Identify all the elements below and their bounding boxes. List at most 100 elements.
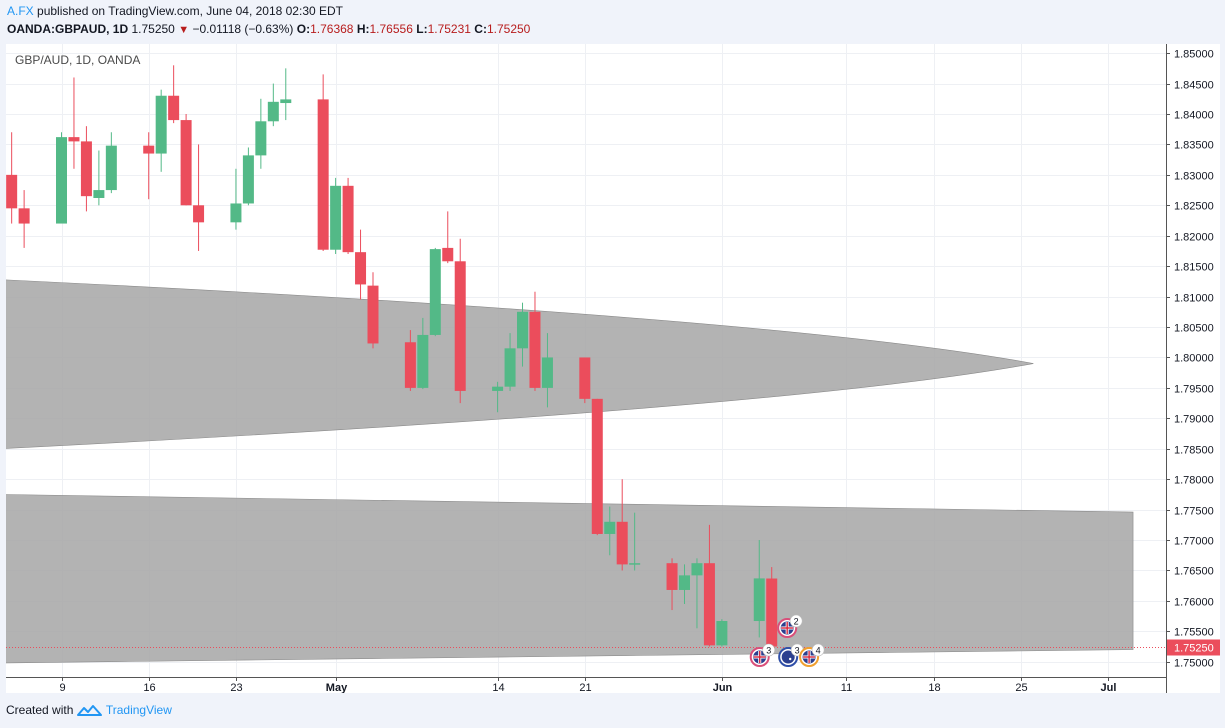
- event-count-badge: [789, 614, 803, 628]
- time-tick-label: 14: [492, 682, 504, 693]
- event-count: 2: [794, 617, 799, 627]
- candle-body: [193, 205, 205, 223]
- candle: [579, 357, 591, 404]
- shaded-band-2: [0, 494, 1134, 664]
- time-tick-label: 25: [1015, 682, 1027, 693]
- candle-body: [629, 563, 641, 565]
- candle: [529, 291, 541, 391]
- high-value: 1.76556: [369, 22, 413, 36]
- candle: [355, 229, 367, 300]
- candle: [679, 564, 690, 604]
- event-marker: 2: [777, 614, 803, 638]
- candle-body: [56, 137, 67, 224]
- candle-body: [616, 521, 628, 565]
- low-label: L:: [416, 22, 428, 36]
- candle: [18, 190, 30, 248]
- event-count: 3: [766, 646, 771, 656]
- candle-body: [342, 185, 354, 253]
- candle: [317, 74, 329, 251]
- candle-body: [280, 99, 292, 104]
- candle: [168, 65, 180, 124]
- price-tick-label: 1.79000: [1174, 414, 1214, 426]
- candle: [766, 567, 778, 648]
- chart-title: GBP/AUD, 1D, OANDA: [15, 53, 140, 67]
- candle: [56, 132, 67, 224]
- candle: [93, 150, 105, 206]
- symbol-legend: OANDA:GBPAUD, 1D 1.75250 ▼ −0.01118 (−0.…: [7, 22, 530, 36]
- candle: [193, 144, 205, 251]
- event-marker: 3: [778, 643, 804, 667]
- candle: [367, 272, 379, 349]
- candle-body: [93, 190, 105, 198]
- candle: [504, 333, 516, 391]
- candle: [517, 302, 529, 367]
- time-tick-label: May: [326, 682, 348, 693]
- candle-body: [429, 249, 441, 335]
- candle: [404, 330, 416, 391]
- candle: [255, 98, 267, 169]
- time-tick-label: 11: [841, 682, 852, 693]
- created-with-text: Created with: [6, 703, 74, 717]
- candle-body: [155, 95, 167, 154]
- candle: [442, 211, 454, 264]
- footer: Created with TradingView: [6, 703, 172, 718]
- chart-area[interactable]: 2 3 3 4 GBP/AUD, 1D, OANDA 1.85000 1.84500 1.84…: [0, 44, 1220, 694]
- candle: [280, 68, 292, 121]
- candle: [753, 540, 765, 638]
- candle-body: [517, 311, 529, 349]
- candle-body: [367, 285, 379, 344]
- candle-body: [404, 342, 416, 388]
- candle-body: [753, 578, 765, 622]
- candle: [429, 247, 441, 337]
- open-label: O:: [296, 22, 311, 36]
- price-tick-label: 1.78500: [1174, 445, 1214, 457]
- event-marker: 3: [749, 643, 776, 667]
- high-label: H:: [356, 22, 370, 36]
- published-text: published on TradingView.com, June 04, 2…: [37, 4, 343, 18]
- candle-body: [716, 621, 728, 646]
- current-price-label: 1.75250: [1167, 639, 1220, 656]
- price-tick-label: 1.83500: [1174, 140, 1214, 152]
- candle-body: [504, 348, 516, 387]
- price-tick-label: 1.77500: [1174, 506, 1214, 518]
- candle-body: [180, 120, 192, 206]
- candle-body: [492, 386, 504, 391]
- tradingview-brand-link[interactable]: TradingView: [105, 703, 172, 717]
- candle: [180, 113, 192, 206]
- candle-body: [579, 357, 591, 399]
- candle-body: [529, 311, 541, 388]
- candle-body: [317, 99, 329, 250]
- candle: [616, 479, 628, 571]
- candle-body: [691, 563, 703, 576]
- candle-body: [68, 137, 80, 142]
- close-label: C:: [474, 22, 487, 36]
- candle-body: [230, 203, 242, 223]
- candle: [703, 524, 715, 647]
- candle: [716, 619, 728, 647]
- au-flag-icon: [781, 650, 795, 664]
- candle-body: [591, 398, 603, 534]
- candle-body: [18, 208, 30, 224]
- price-tick-label: 1.78000: [1174, 475, 1214, 487]
- price-tick-label: 1.82500: [1174, 201, 1214, 213]
- publish-info: A.FX published on TradingView.com, June …: [7, 4, 343, 18]
- event-count: 4: [816, 646, 821, 656]
- candle-body: [168, 95, 180, 121]
- candle: [454, 238, 466, 404]
- close-value: 1.75250: [486, 22, 531, 36]
- candle-body: [267, 101, 279, 122]
- candle-body: [330, 185, 342, 250]
- last-price: 1.75250: [131, 22, 175, 36]
- candle: [230, 168, 242, 230]
- price-tick-label: 1.79500: [1174, 384, 1214, 396]
- candle-body: [355, 252, 367, 285]
- candle: [604, 506, 616, 556]
- candle-body: [766, 578, 778, 647]
- price-tick-label: 1.83000: [1174, 171, 1214, 183]
- candle: [629, 512, 641, 571]
- candle-body: [703, 563, 715, 646]
- candle: [155, 89, 167, 172]
- price-axis-background: [1166, 44, 1220, 693]
- author-link[interactable]: A.FX: [7, 4, 34, 18]
